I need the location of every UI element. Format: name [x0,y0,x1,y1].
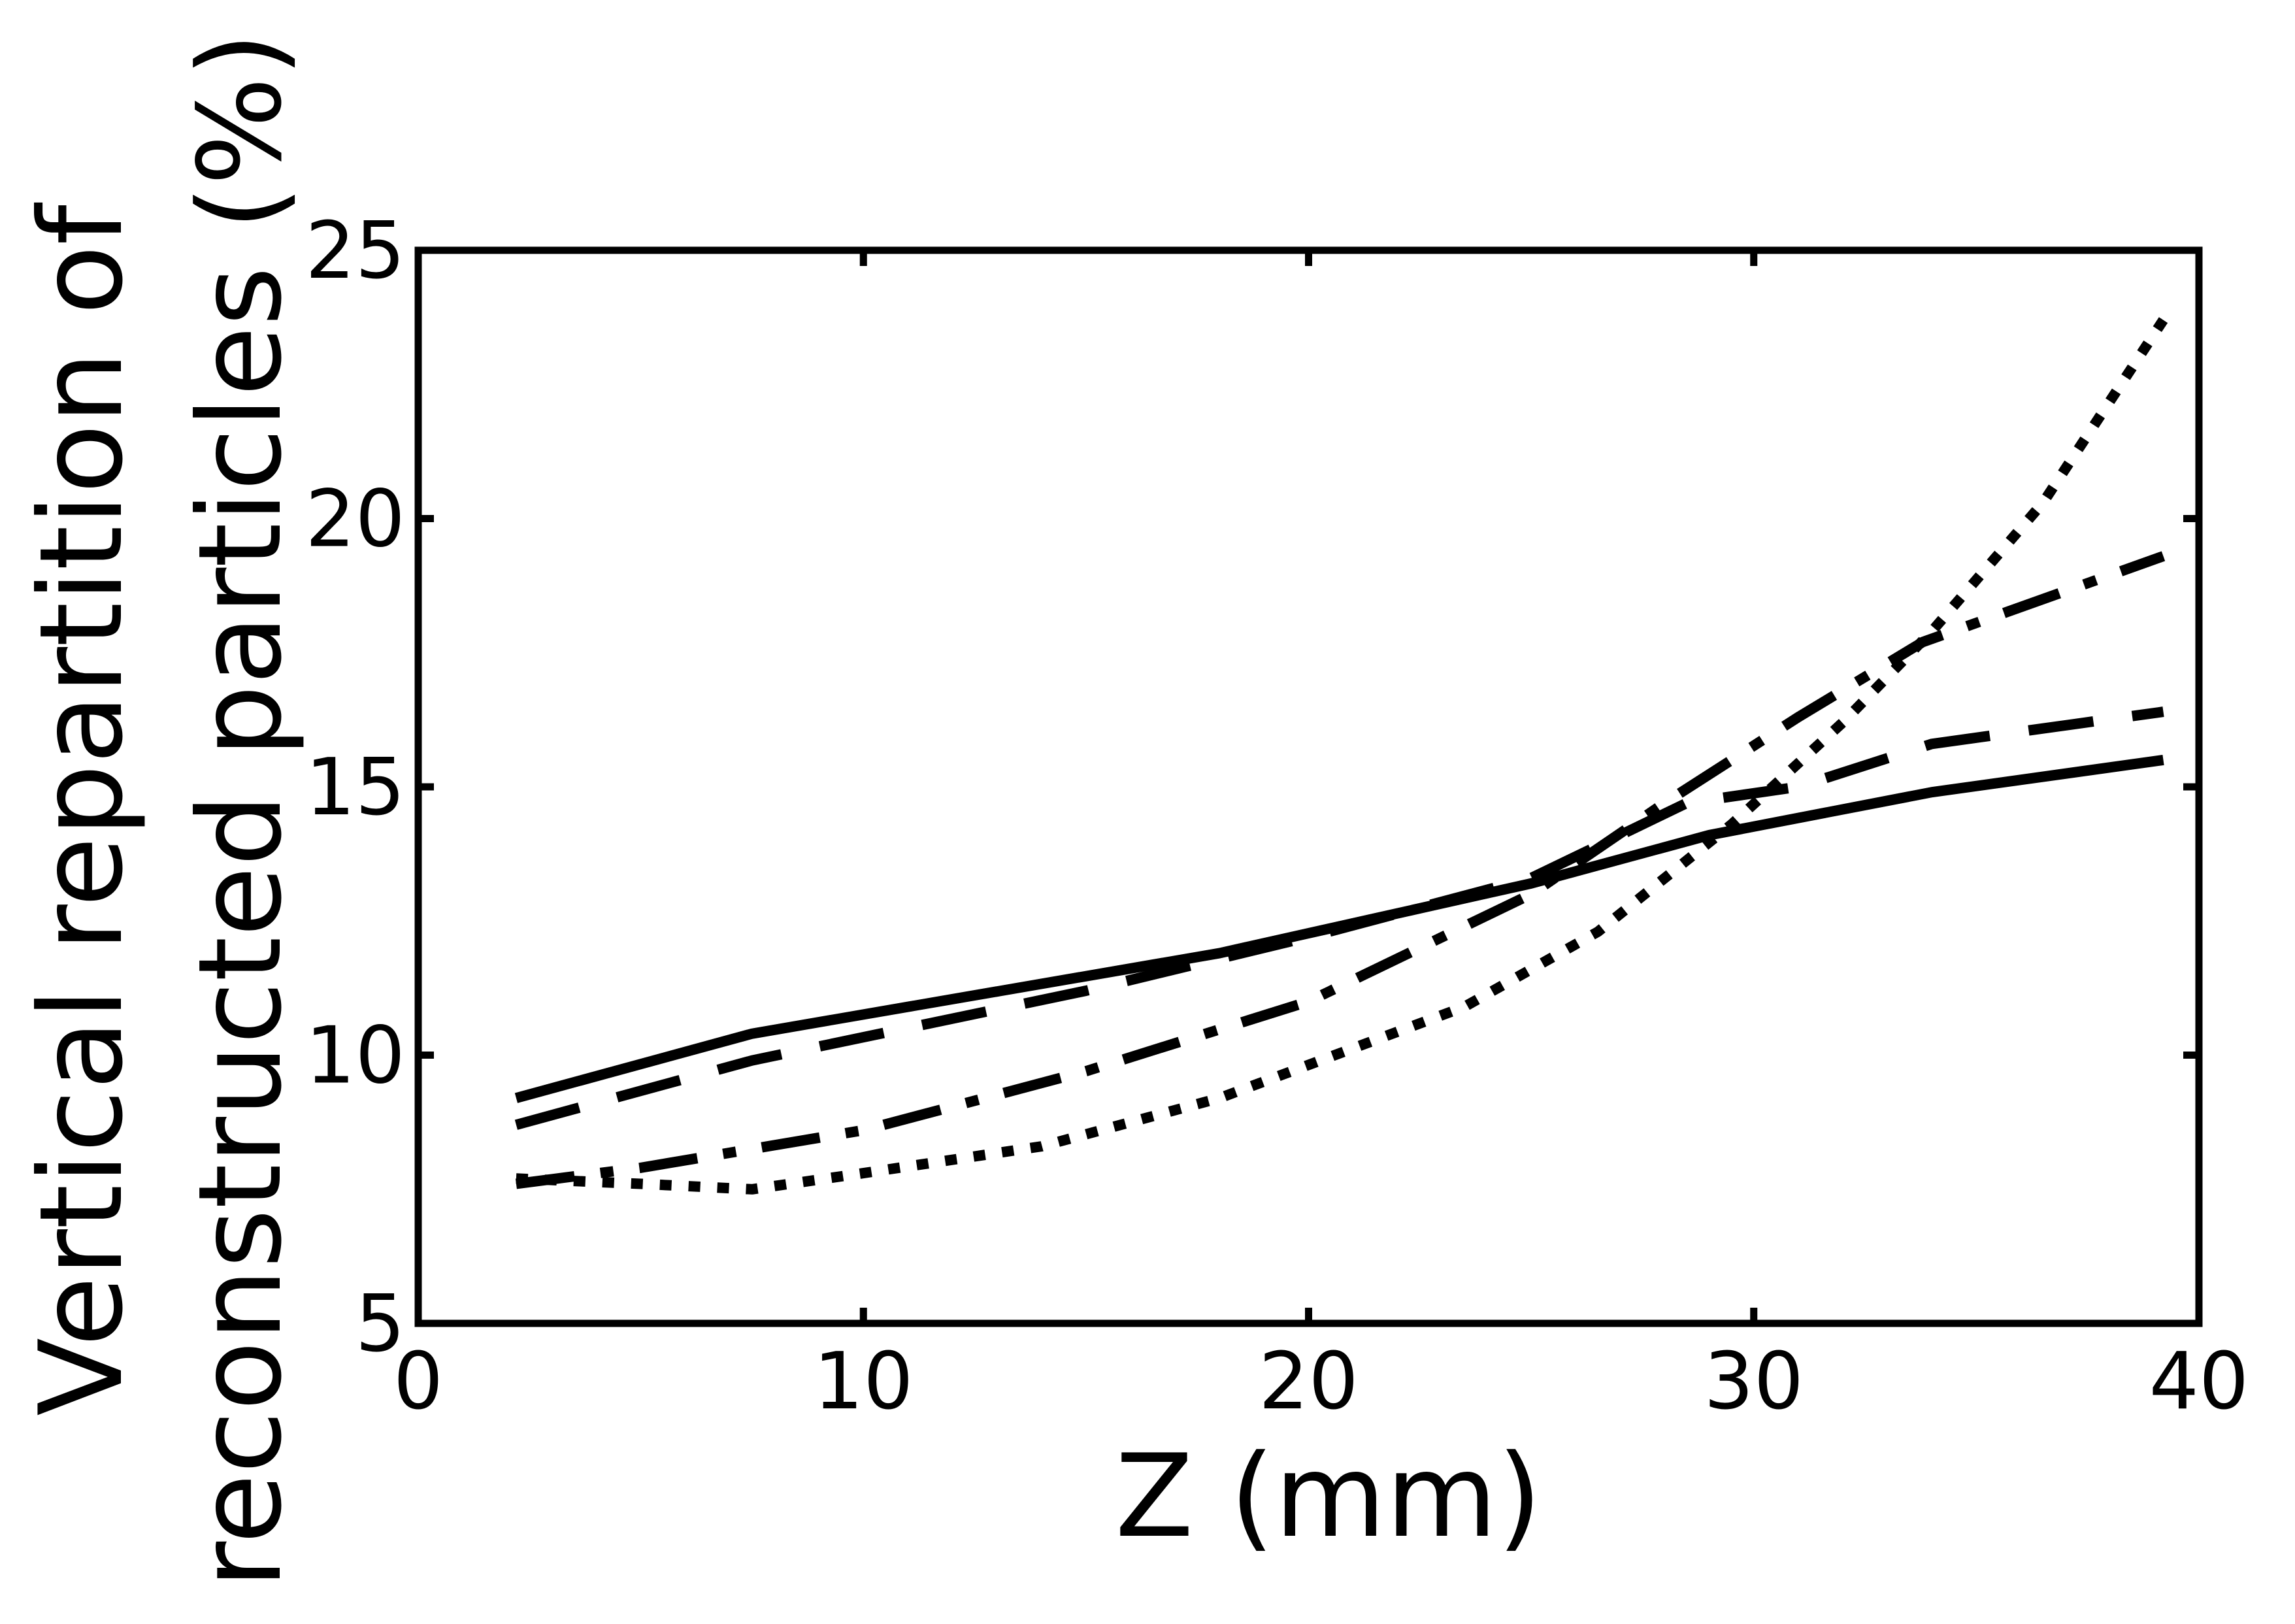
x-tick-label: 0 [393,1336,443,1427]
series-line-dashdot [515,551,2166,1189]
y-tick-label: 5 [355,1279,405,1370]
x-tick-label: 40 [2149,1336,2249,1427]
x-tick-label: 30 [1704,1336,1804,1427]
series-line-dotted [516,317,2168,1195]
y-tick-label: 25 [305,206,405,297]
x-tick-label: 10 [814,1336,914,1427]
y-tick-label: 10 [305,1011,405,1102]
series-line-solid [514,754,2164,1103]
series-group [514,317,2168,1195]
y-tick-label: 20 [305,474,405,565]
y-axis-label-line1: Vertical repartition of [16,203,148,1416]
y-axis-label-line2: reconstructed particles (%) [174,32,307,1588]
tick-labels: 0 10 20 30 40 5 10 15 20 25 [305,206,2249,1427]
y-tick-label: 15 [305,742,405,833]
series-line-dashed [514,706,2164,1130]
x-axis-label: Z (mm) [1115,1431,1542,1563]
axis-ticks [418,250,2199,1323]
x-tick-label: 20 [1259,1336,1359,1427]
